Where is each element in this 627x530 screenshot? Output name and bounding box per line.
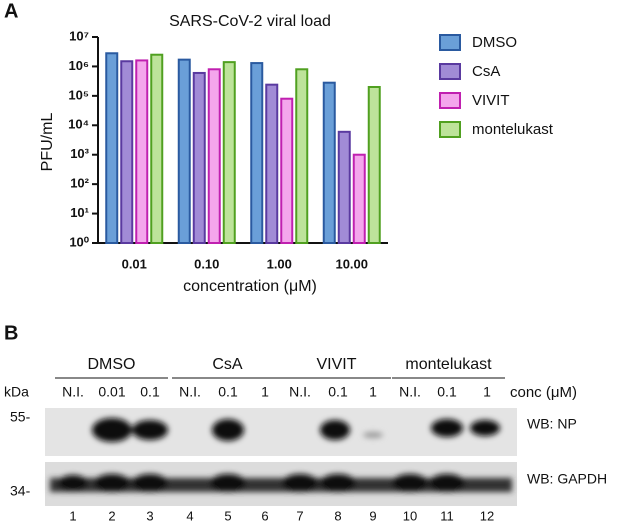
lane-conc: 0.1 — [140, 384, 160, 400]
bar — [192, 71, 206, 244]
lane-conc: 0.1 — [218, 384, 238, 400]
x-tick-label: 0.10 — [194, 256, 219, 271]
bar — [367, 85, 381, 244]
bar — [295, 68, 309, 244]
y-tick-label: 10² — [70, 176, 89, 191]
marker-label: 55- — [10, 409, 31, 425]
lane-number: 1 — [69, 508, 76, 523]
legend-label: VIVIT — [472, 92, 510, 109]
lane-number: 12 — [480, 508, 494, 523]
y-tick-label: 10⁵ — [68, 87, 89, 102]
bar — [105, 52, 119, 244]
lane-number: 6 — [261, 508, 268, 523]
legend-swatch — [439, 34, 461, 51]
bar — [177, 58, 191, 244]
lane-number: 3 — [146, 508, 153, 523]
bar — [150, 53, 164, 245]
bar — [135, 59, 149, 244]
kda-label: kDa — [4, 384, 29, 400]
conc-label: conc (μM) — [510, 384, 577, 401]
group-label: CsA — [212, 356, 243, 373]
y-tick-label: 10⁷ — [69, 28, 89, 43]
lane-conc: 1 — [369, 384, 377, 400]
y-axis-label: PFU/mL — [39, 113, 56, 172]
row-label: WB: NP — [527, 416, 577, 432]
legend-label: CsA — [472, 63, 500, 80]
x-tick-label: 0.01 — [122, 256, 147, 271]
row-label: WB: GAPDH — [527, 471, 607, 487]
y-tick-label: 10³ — [70, 146, 89, 161]
bar — [322, 81, 336, 244]
marker-label: 34- — [10, 483, 31, 499]
lane-conc: 1 — [261, 384, 269, 400]
bar — [265, 83, 279, 244]
y-tick-label: 10⁰ — [69, 234, 89, 249]
y-tick-label: 10⁴ — [68, 117, 89, 132]
lane-conc: 0.1 — [328, 384, 348, 400]
group-label: DMSO — [88, 356, 136, 373]
lane-number: 8 — [334, 508, 341, 523]
y-tick-label: 10⁶ — [69, 58, 89, 73]
group-label: montelukast — [405, 356, 492, 373]
lane-number: 11 — [440, 508, 454, 523]
lane-conc: 0.1 — [437, 384, 457, 400]
y-tick-label: 10¹ — [70, 205, 89, 220]
bar — [120, 60, 134, 244]
panel-label: B — [4, 322, 18, 344]
bar — [250, 62, 264, 245]
bar — [207, 68, 221, 244]
lane-conc: N.I. — [179, 384, 201, 400]
lane-number: 9 — [369, 508, 376, 523]
legend-swatch — [439, 92, 461, 109]
legend-swatch — [439, 63, 461, 80]
blot-images — [45, 408, 517, 506]
lane-number: 5 — [224, 508, 231, 523]
bar — [222, 61, 236, 244]
lane-number: 2 — [108, 508, 115, 523]
x-axis-label: concentration (μM) — [183, 278, 317, 295]
lane-number: 4 — [186, 508, 193, 523]
legend-label: DMSO — [472, 34, 517, 51]
panel-label: A — [4, 0, 18, 22]
bar — [337, 130, 351, 244]
legend-label: montelukast — [472, 121, 554, 138]
lane-number: 7 — [296, 508, 303, 523]
legend-swatch — [439, 121, 461, 138]
lane-conc: 1 — [483, 384, 491, 400]
lane-conc: N.I. — [62, 384, 84, 400]
group-label: VIVIT — [316, 356, 356, 373]
x-tick-label: 1.00 — [267, 256, 292, 271]
lane-conc: N.I. — [289, 384, 311, 400]
lane-conc: 0.01 — [98, 384, 125, 400]
lane-number: 10 — [403, 508, 417, 523]
chart-title: SARS-CoV-2 viral load — [169, 13, 331, 30]
bar — [352, 153, 366, 244]
lane-conc: N.I. — [399, 384, 421, 400]
x-tick-label: 10.00 — [335, 256, 368, 271]
bar — [280, 97, 294, 245]
